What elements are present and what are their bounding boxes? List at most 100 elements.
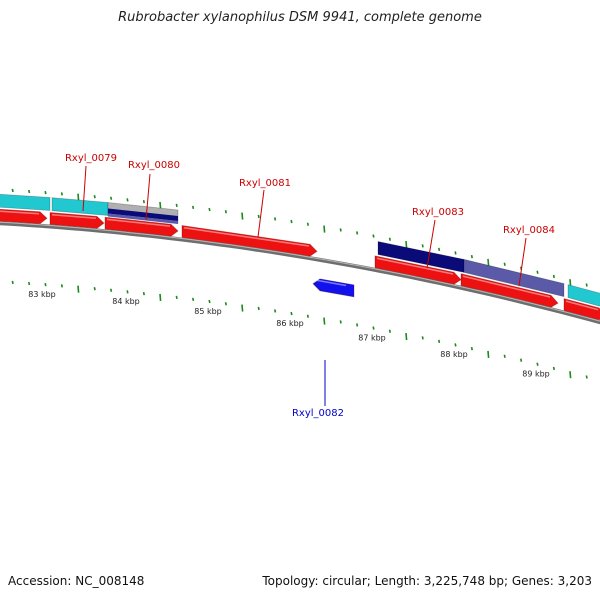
- scale-label: 83 kbp: [28, 290, 56, 299]
- outer-tick-mark: [11, 188, 14, 193]
- outer-tick-mark: [388, 237, 391, 241]
- inner-tick-mark: [159, 293, 162, 301]
- outer-tick-mark: [110, 196, 113, 200]
- inner-tick-mark: [110, 288, 113, 292]
- scale-label: 84 kbp: [112, 297, 140, 306]
- inner-tick-mark: [60, 284, 63, 288]
- forward-cds-arrow[interactable]: [181, 225, 318, 257]
- outer-tick-mark: [470, 254, 473, 259]
- inner-tick-mark: [290, 311, 293, 316]
- inner-tick-mark: [192, 297, 195, 302]
- outer-tick-mark: [454, 251, 457, 255]
- gene-leader-line: [426, 219, 436, 269]
- forward-cds-arrow-shine: [462, 275, 551, 298]
- inner-tick-mark: [421, 336, 424, 340]
- gene-label[interactable]: Rxyl_0083: [412, 207, 464, 218]
- outer-tick-mark: [241, 212, 244, 220]
- outer-tick-mark: [93, 195, 96, 199]
- outer-tick-mark: [306, 222, 309, 226]
- inner-tick-ring: [11, 280, 588, 379]
- inner-tick-mark: [257, 306, 260, 311]
- navy-feature-bar[interactable]: [108, 208, 178, 222]
- outer-tick-mark: [356, 231, 359, 235]
- genome-backbone-highlight: [0, 221, 600, 322]
- reverse-cds-arrow[interactable]: [312, 278, 355, 298]
- outer-tick-mark: [224, 210, 227, 214]
- inner-tick-mark: [356, 323, 359, 327]
- scale-label: 89 kbp: [522, 370, 550, 379]
- cyan-feature-bar[interactable]: [51, 197, 109, 216]
- inner-tick-mark: [28, 281, 31, 286]
- outer-tick-mark: [274, 217, 277, 221]
- outer-tick-mark: [569, 279, 572, 287]
- outer-tick-mark: [142, 199, 145, 204]
- outer-tick-mark: [77, 193, 80, 201]
- inner-tick-mark: [520, 358, 523, 362]
- forward-cds-arrow[interactable]: [0, 208, 48, 225]
- outer-tick-mark: [290, 219, 293, 224]
- forward-cds-arrow-shine: [0, 210, 40, 215]
- inner-tick-mark: [306, 314, 309, 318]
- inner-tick-mark: [274, 309, 277, 313]
- outer-tick-mark: [192, 205, 195, 210]
- accession-text: Accession: NC_008148: [8, 574, 145, 588]
- outer-tick-mark: [339, 228, 342, 232]
- reverse-cds-arrow-shine: [314, 279, 347, 287]
- outer-tick-mark: [405, 240, 408, 249]
- outer-tick-mark: [438, 247, 441, 252]
- gene-label[interactable]: Rxyl_0079: [65, 153, 117, 164]
- inner-tick-mark: [93, 287, 96, 291]
- outer-tick-mark: [503, 262, 506, 266]
- inner-tick-mark: [11, 280, 14, 285]
- inner-tick-mark: [487, 350, 490, 358]
- inner-tick-mark: [339, 320, 342, 324]
- gene-leader-line: [257, 189, 265, 238]
- forward-cds-arrow[interactable]: [49, 212, 105, 229]
- outer-tick-mark: [44, 190, 47, 195]
- gene-label[interactable]: Rxyl_0084: [503, 225, 555, 236]
- forward-cds-arrow-shine: [376, 257, 454, 275]
- inner-tick-mark: [503, 354, 506, 358]
- gene-label[interactable]: Rxyl_0082: [292, 408, 344, 419]
- outer-tick-mark: [487, 258, 490, 266]
- scale-label: 88 kbp: [440, 350, 468, 359]
- outer-tick-mark: [208, 207, 211, 212]
- gene-leader-line: [145, 173, 151, 221]
- inner-tick-mark: [388, 329, 391, 333]
- outer-tick-mark: [372, 234, 375, 238]
- outer-tick-mark: [28, 189, 31, 194]
- cyan-feature-bar[interactable]: [567, 284, 600, 308]
- outer-tick-mark: [159, 201, 162, 209]
- gene-label[interactable]: Rxyl_0080: [128, 160, 180, 171]
- slate-feature-bar[interactable]: [108, 213, 178, 225]
- cyan-feature-bar[interactable]: [0, 193, 51, 211]
- forward-cds-arrow[interactable]: [460, 273, 559, 308]
- inner-tick-mark: [142, 291, 145, 296]
- outer-tick-ring: [11, 188, 588, 287]
- gene-label[interactable]: Rxyl_0081: [239, 178, 291, 189]
- inner-tick-mark: [585, 375, 588, 379]
- scale-label: 85 kbp: [194, 307, 222, 316]
- outer-tick-mark: [585, 283, 588, 287]
- forward-cds-arrow[interactable]: [374, 255, 462, 285]
- outer-tick-mark: [552, 274, 555, 279]
- inner-tick-mark: [126, 290, 129, 294]
- slate-feature-bar[interactable]: [463, 258, 565, 298]
- cds-track: [0, 208, 600, 321]
- outer-tick-mark: [536, 270, 539, 274]
- inner-tick-mark: [454, 343, 457, 347]
- forward-cds-arrow-shine: [106, 218, 171, 227]
- forward-cds-arrow[interactable]: [563, 298, 600, 321]
- backbone: [0, 221, 600, 325]
- gene-leader-line: [518, 237, 527, 287]
- inner-tick-mark: [224, 302, 227, 306]
- gene-label-layer: Rxyl_0079 Rxyl_0080 Rxyl_0081 Rxyl_0082 Rxyl…: [65, 153, 555, 419]
- map-title: Rubrobacter xylanophilus DSM 9941, compl…: [118, 10, 482, 25]
- outer-tick-mark: [421, 244, 424, 248]
- inner-tick-mark: [77, 285, 80, 293]
- forward-cds-arrow[interactable]: [104, 216, 179, 237]
- inner-tick-mark: [372, 326, 375, 330]
- scale-label: 87 kbp: [358, 333, 386, 342]
- outer-tick-mark: [323, 225, 326, 233]
